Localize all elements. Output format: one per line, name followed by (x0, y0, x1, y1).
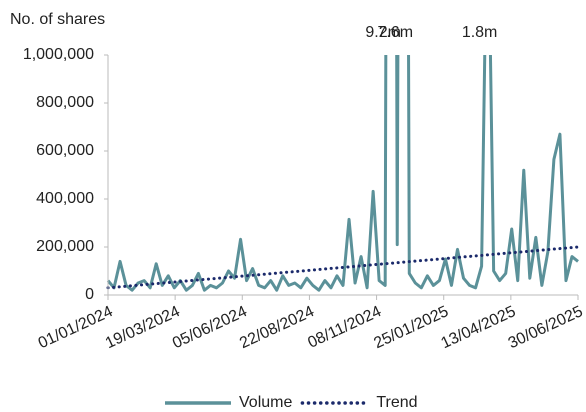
x-tick-label: 08/11/2024 (305, 303, 384, 352)
y-tick-label: 800,000 (36, 94, 94, 111)
annotation: 1.8m (462, 24, 498, 41)
x-tick-label: 30/06/2025 (506, 303, 586, 352)
y-axis-title: No. of shares (10, 11, 105, 28)
annotation: 9.2m (365, 24, 401, 41)
x-tick-label: 19/03/2024 (103, 303, 183, 352)
legend-label: Trend (376, 394, 417, 411)
x-tick-label: 05/06/2024 (170, 303, 250, 352)
y-tick-label: 200,000 (36, 238, 94, 255)
x-tick-label: 22/08/2024 (237, 303, 317, 352)
volume-line (106, 55, 579, 292)
x-tick-label: 01/01/2024 (36, 303, 116, 352)
trend-line (106, 245, 580, 290)
legend-label: Volume (239, 394, 292, 411)
x-tick-label: 25/01/2025 (371, 303, 451, 352)
y-tick-label: 400,000 (36, 190, 94, 207)
y-tick-label: 1,000,000 (23, 46, 94, 63)
y-tick-label: 600,000 (36, 142, 94, 159)
y-tick-label: 0 (85, 286, 94, 303)
x-tick-label: 13/04/2025 (439, 303, 519, 352)
plot-area (106, 55, 580, 292)
annotation: 7.6m (377, 24, 413, 41)
